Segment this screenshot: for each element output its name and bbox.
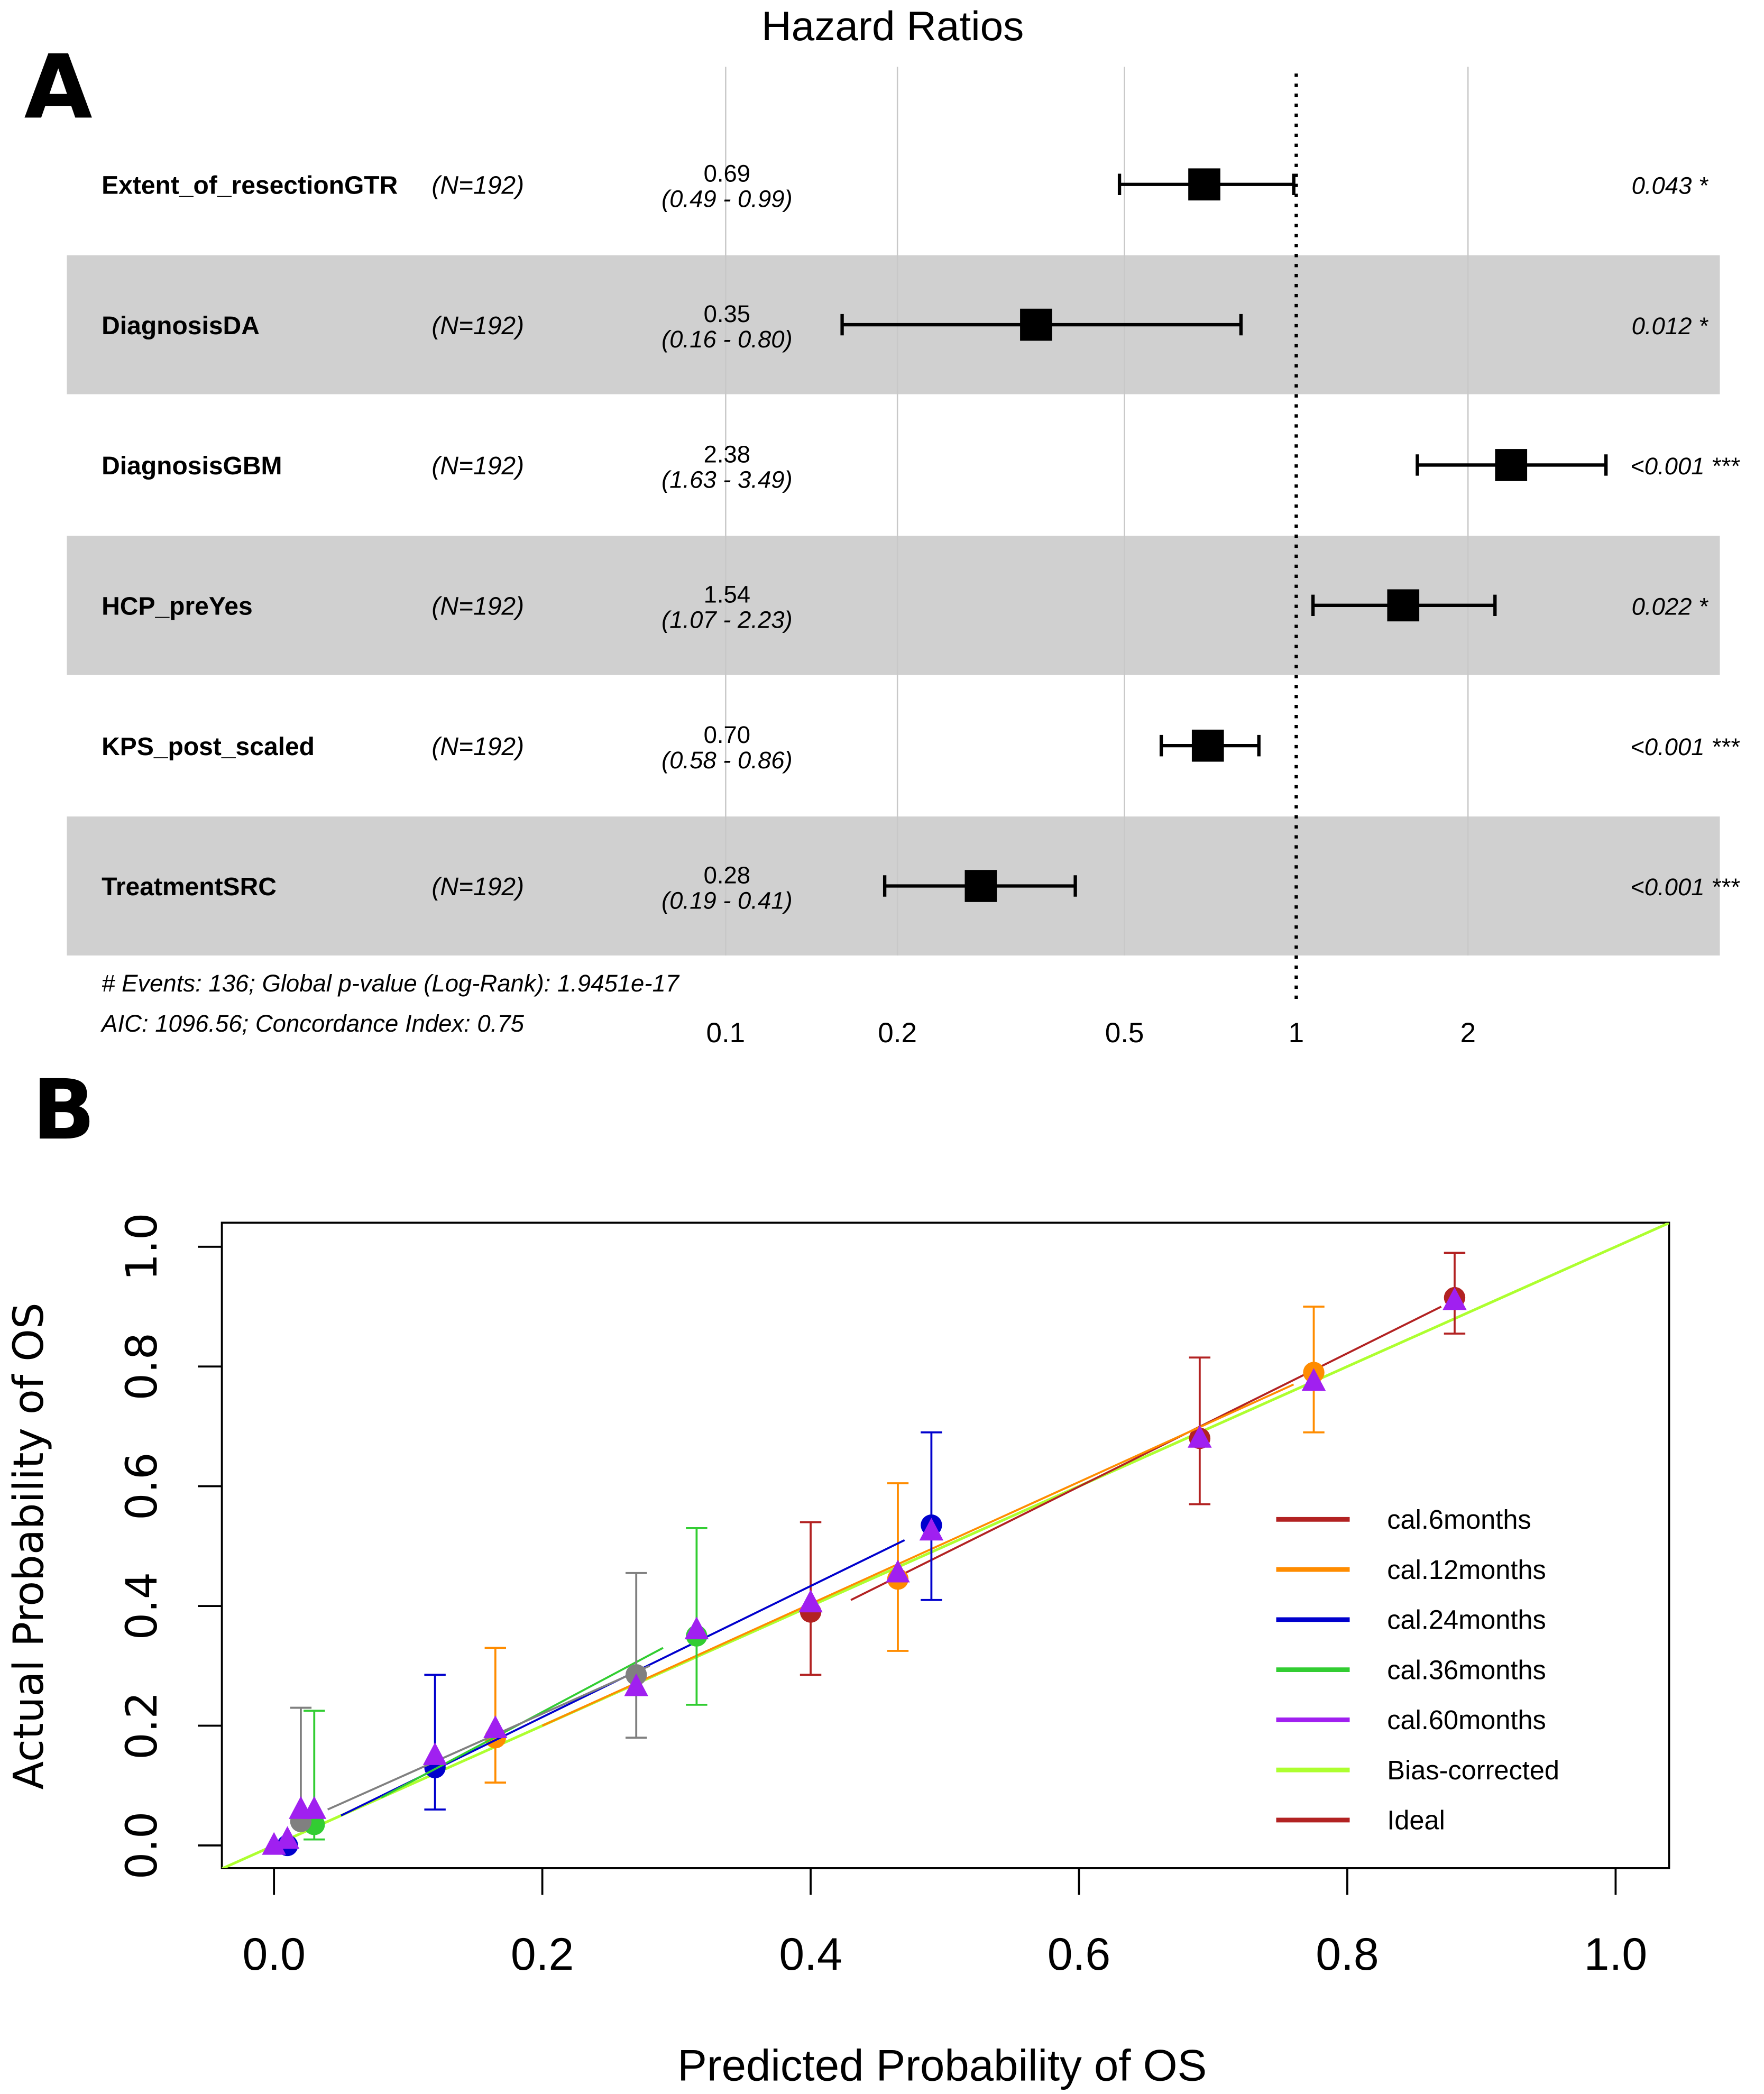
p-value: 0.043 *: [1632, 172, 1708, 199]
footer-events: # Events: 136; Global p-value (Log-Rank)…: [102, 970, 680, 997]
hr-value: 0.28: [704, 861, 751, 888]
ci-value: (0.16 - 0.80): [662, 326, 793, 353]
n-label: (N=192): [431, 312, 524, 340]
calibration-line: [541, 1383, 1294, 1727]
variable-label: KPS_post_scaled: [102, 733, 315, 761]
variable-label: TreatmentSRC: [102, 873, 277, 901]
hr-point: [1191, 729, 1224, 762]
data-point-triangle: [798, 1590, 823, 1613]
x-tick-label: 0.1: [706, 1017, 745, 1049]
data-point-triangle: [262, 1832, 286, 1855]
legend-label: Ideal: [1387, 1805, 1445, 1835]
variable-label: DiagnosisGBM: [102, 452, 282, 480]
data-point-triangle: [302, 1796, 327, 1819]
forest-row: DiagnosisGBM (N=192) 2.38(1.63 - 3.49) <0.0…: [102, 440, 1740, 493]
legend-label: cal.6months: [1387, 1504, 1531, 1535]
y-tick-label: 0.4: [117, 1572, 167, 1640]
forest-row: Extent_of_resectionGTR (N=192) 0.69(0.49 -…: [102, 160, 1708, 213]
calibration-line: [850, 1306, 1442, 1601]
ci-value: (1.63 - 3.49): [662, 466, 793, 493]
y-axis-title: Actual Probability of OS: [5, 1302, 53, 1789]
data-point-triangle: [886, 1559, 910, 1583]
hr-point: [964, 870, 997, 902]
ci-value: (0.49 - 0.99): [662, 186, 793, 213]
panel-label-a: A: [24, 36, 93, 139]
data-point-triangle: [684, 1617, 709, 1640]
legend-label: cal.12months: [1387, 1555, 1546, 1585]
data-point-triangle: [919, 1518, 944, 1541]
hr-value: 2.38: [704, 440, 751, 467]
legend-label: cal.24months: [1387, 1605, 1546, 1635]
series-cal-6months: [800, 1252, 1466, 1676]
n-label: (N=192): [431, 592, 524, 620]
hr-point: [1387, 589, 1420, 622]
p-value: 0.012 *: [1632, 313, 1708, 339]
legend-label: cal.60months: [1387, 1705, 1546, 1735]
y-tick-label: 0.0: [117, 1812, 167, 1880]
ci-value: (1.07 - 2.23): [662, 607, 793, 633]
data-point-triangle: [1301, 1368, 1326, 1391]
variable-label: DiagnosisDA: [102, 312, 260, 340]
legend: cal.6months cal.12months cal.24months cal.3…: [1276, 1504, 1559, 1835]
x-tick-label: 2: [1460, 1017, 1476, 1049]
plot-frame: [221, 1222, 1670, 1869]
x-tick-label: 0.6: [1048, 1929, 1110, 1980]
n-label: (N=192): [431, 733, 524, 761]
panel-label-b: B: [32, 1062, 95, 1158]
legend-label: Bias-corrected: [1387, 1755, 1559, 1785]
y-tick-label: 0.2: [117, 1692, 167, 1760]
data-point-triangle: [1188, 1425, 1212, 1448]
y-tick-label: 1.0: [117, 1213, 167, 1281]
x-tick-label: 0.4: [779, 1929, 842, 1980]
footer-aic: AIC: 1096.56; Concordance Index: 0.75: [100, 1010, 524, 1037]
legend-label: cal.36months: [1387, 1655, 1546, 1685]
plot-area: [222, 1223, 1669, 1868]
n-label: (N=192): [431, 171, 524, 199]
hr-value: 0.69: [704, 160, 751, 187]
p-value: <0.001 ***: [1630, 453, 1740, 480]
n-label: (N=192): [431, 452, 524, 480]
p-value: <0.001 ***: [1630, 733, 1740, 760]
hr-point: [1188, 168, 1220, 201]
hr-value: 1.54: [704, 581, 751, 608]
forest-row: KPS_post_scaled (N=192) 0.70(0.58 - 0.86) <…: [102, 721, 1740, 774]
hr-point: [1020, 308, 1052, 341]
data-point-triangle: [483, 1715, 508, 1738]
p-value: 0.022 *: [1632, 593, 1708, 620]
panel-a-forest-plot: Hazard Ratios A 0.1 0.2 0.5 1 2 Extent_of_resec…: [24, 3, 1740, 1049]
p-value: <0.001 ***: [1630, 874, 1740, 901]
x-tick-label: 1: [1289, 1017, 1304, 1049]
variable-label: Extent_of_resectionGTR: [102, 171, 398, 199]
series-cal-60months: [262, 1287, 1467, 1855]
panel-b-calibration-plot: B 0.0 0.2 0.4 0.6 0.8 1.0 0.0 0.2 0.4 0.6 0.8 1.0 Pre…: [5, 1062, 1670, 2090]
y-tick-label: 0.8: [117, 1333, 167, 1401]
data-point-triangle: [275, 1826, 300, 1849]
y-tick-label: 0.6: [117, 1452, 167, 1520]
chart-title: Hazard Ratios: [761, 3, 1024, 49]
variable-label: HCP_preYes: [102, 592, 253, 620]
forest-row: TreatmentSRC (N=192) 0.28(0.19 - 0.41) <0.0…: [102, 861, 1740, 914]
hr-point: [1495, 449, 1528, 481]
data-point-triangle: [624, 1673, 648, 1696]
x-tick-label: 0.5: [1105, 1017, 1144, 1049]
forest-row: DiagnosisDA (N=192) 0.35(0.16 - 0.80) 0.012…: [102, 300, 1708, 353]
ci-value: (0.19 - 0.41): [662, 887, 793, 914]
x-tick-label: 0.2: [511, 1929, 574, 1980]
series-cal-24months: [277, 1431, 942, 1857]
data-point-triangle: [1443, 1287, 1467, 1310]
x-tick-label: 0.8: [1316, 1929, 1379, 1980]
x-tick-label: 1.0: [1584, 1929, 1647, 1980]
ci-value: (0.58 - 0.86): [662, 747, 793, 774]
x-axis-title: Predicted Probability of OS: [677, 2041, 1207, 2090]
hr-value: 0.70: [704, 721, 751, 748]
hr-value: 0.35: [704, 300, 751, 327]
n-label: (N=192): [431, 873, 524, 901]
data-point-triangle: [422, 1742, 447, 1765]
x-tick-label: 0.2: [878, 1017, 917, 1049]
x-tick-label: 0.0: [242, 1929, 305, 1980]
forest-row: HCP_preYes (N=192) 1.54(1.07 - 2.23) 0.022 …: [102, 581, 1708, 633]
series-cal-12months: [484, 1306, 1325, 1784]
bias-corrected-line: [222, 1223, 1669, 1868]
